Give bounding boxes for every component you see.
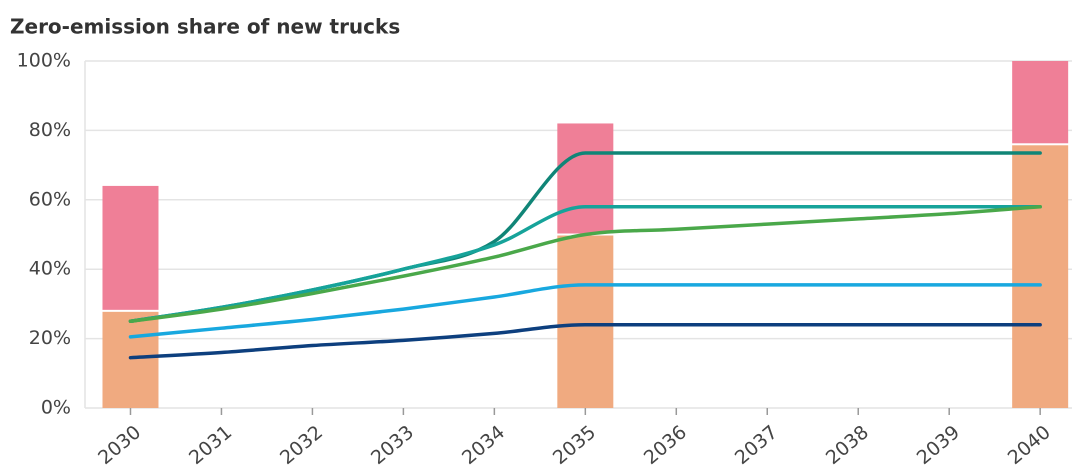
y-tick-label: 0% (41, 397, 71, 419)
x-tick-label: 2031 (185, 421, 236, 467)
line (128, 283, 1042, 339)
y-tick-label: 20% (29, 327, 71, 349)
line (128, 204, 1042, 323)
bar-segment (557, 235, 614, 408)
y-tick-label: 60% (29, 188, 71, 210)
x-tick-label: 2039 (913, 421, 964, 467)
x-tick-label: 2033 (367, 421, 418, 467)
bar-segment (1012, 145, 1069, 408)
bar-segment (557, 123, 614, 234)
chart-title: Zero-emission share of new trucks (10, 15, 400, 39)
x-tick-label: 2030 (94, 421, 145, 467)
line (128, 322, 1042, 360)
y-tick-label: 100% (17, 50, 71, 72)
x-tick-label: 2038 (822, 421, 873, 467)
line (128, 204, 1042, 323)
x-tick-label: 2036 (640, 421, 691, 467)
bar-segment (1012, 61, 1069, 144)
y-tick-label: 80% (29, 119, 71, 141)
x-tick-label: 2034 (458, 421, 509, 467)
x-tick-label: 2035 (549, 421, 600, 467)
bar-segment (102, 311, 159, 408)
x-tick-label: 2040 (1004, 421, 1055, 467)
bar-segment (102, 185, 159, 310)
y-tick-label: 40% (29, 258, 71, 280)
x-tick-label: 2032 (276, 421, 327, 467)
x-tick-label: 2037 (731, 421, 782, 467)
